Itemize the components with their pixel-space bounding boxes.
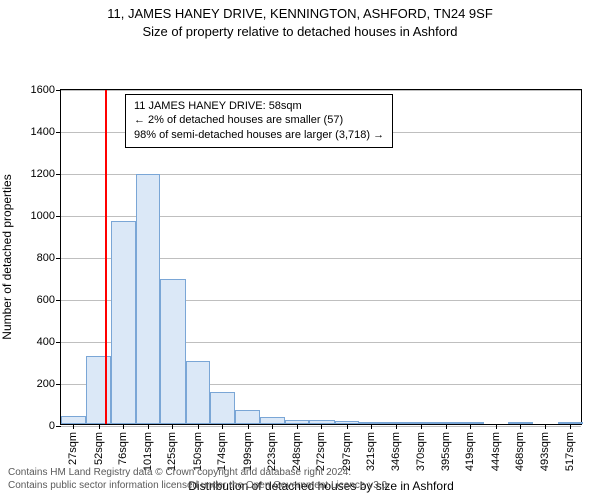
histogram-bar (86, 356, 110, 424)
chart-titles: 11, JAMES HANEY DRIVE, KENNINGTON, ASHFO… (0, 0, 600, 41)
y-tick-label: 600 (37, 294, 61, 306)
x-tick-label: 493sqm (539, 432, 551, 471)
y-tick-label: 1400 (31, 126, 61, 138)
x-tick-label: 101sqm (142, 432, 154, 471)
x-tick-mark (248, 424, 249, 429)
x-tick-mark (446, 424, 447, 429)
y-tick-label: 800 (37, 252, 61, 264)
x-tick-label: 174sqm (216, 432, 228, 471)
histogram-bar (210, 392, 235, 424)
x-tick-label: 248sqm (291, 432, 303, 471)
y-tick-label: 0 (49, 420, 61, 432)
x-tick-mark (222, 424, 223, 429)
info-box: 11 JAMES HANEY DRIVE: 58sqm← 2% of detac… (125, 94, 393, 149)
x-tick-label: 150sqm (192, 432, 204, 471)
histogram-bar (136, 174, 160, 423)
x-tick-mark (545, 424, 546, 429)
y-axis-label: Number of detached properties (0, 174, 14, 339)
reference-line (105, 90, 107, 424)
footer-line-2: Contains public sector information licen… (8, 479, 390, 492)
x-tick-mark (321, 424, 322, 429)
x-tick-label: 76sqm (117, 432, 129, 465)
y-tick-label: 1200 (31, 168, 61, 180)
info-box-line: 11 JAMES HANEY DRIVE: 58sqm (134, 99, 384, 114)
x-tick-mark (496, 424, 497, 429)
info-box-line: 98% of semi-detached houses are larger (… (134, 128, 384, 143)
x-tick-mark (520, 424, 521, 429)
footer-line-1: Contains HM Land Registry data © Crown c… (8, 466, 390, 479)
x-tick-label: 199sqm (242, 432, 254, 471)
histogram-bar (61, 416, 86, 423)
histogram-bar (186, 361, 210, 424)
x-tick-mark (371, 424, 372, 429)
x-tick-label: 297sqm (341, 432, 353, 471)
x-tick-mark (198, 424, 199, 429)
chart-title-address: 11, JAMES HANEY DRIVE, KENNINGTON, ASHFO… (0, 6, 600, 22)
y-tick-label: 1600 (31, 84, 61, 96)
x-tick-label: 52sqm (93, 432, 105, 465)
x-tick-mark (73, 424, 74, 429)
x-tick-mark (297, 424, 298, 429)
x-tick-label: 27sqm (67, 432, 79, 465)
attribution-footer: Contains HM Land Registry data © Crown c… (8, 466, 390, 492)
x-tick-mark (272, 424, 273, 429)
info-box-line: ← 2% of detached houses are smaller (57) (134, 113, 384, 128)
grid-line (61, 90, 581, 91)
x-tick-label: 223sqm (266, 432, 278, 471)
x-tick-mark (99, 424, 100, 429)
x-tick-mark (123, 424, 124, 429)
x-tick-label: 125sqm (166, 432, 178, 471)
chart-title-subtitle: Size of property relative to detached ho… (0, 24, 600, 40)
x-tick-label: 346sqm (390, 432, 402, 471)
x-tick-label: 468sqm (514, 432, 526, 471)
histogram-bar (235, 410, 259, 423)
x-tick-mark (148, 424, 149, 429)
x-tick-label: 517sqm (564, 432, 576, 471)
x-tick-mark (570, 424, 571, 429)
x-tick-label: 321sqm (365, 432, 377, 471)
x-tick-label: 419sqm (464, 432, 476, 471)
x-tick-label: 272sqm (315, 432, 327, 471)
x-tick-mark (421, 424, 422, 429)
y-tick-label: 200 (37, 378, 61, 390)
histogram-bar (111, 221, 136, 423)
y-tick-label: 1000 (31, 210, 61, 222)
histogram-bar (160, 279, 185, 424)
y-tick-label: 400 (37, 336, 61, 348)
x-tick-label: 370sqm (415, 432, 427, 471)
plot-area: 0200400600800100012001400160027sqm52sqm7… (60, 89, 582, 425)
x-tick-mark (470, 424, 471, 429)
x-tick-label: 395sqm (440, 432, 452, 471)
x-tick-mark (347, 424, 348, 429)
x-tick-label: 444sqm (490, 432, 502, 471)
x-tick-mark (172, 424, 173, 429)
x-tick-mark (396, 424, 397, 429)
